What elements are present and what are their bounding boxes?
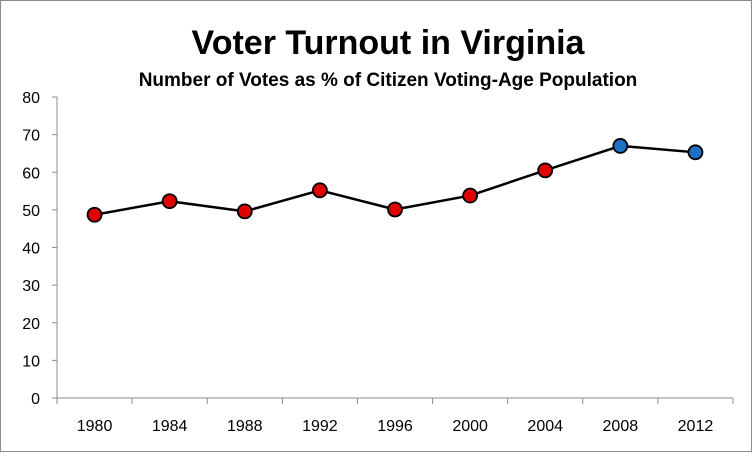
data-point [612,138,629,154]
axes: 0 10 20 30 40 50 60 70 80 1980 1984 1988 1992 1996 200… [22,90,734,435]
x-tick-label: 2012 [678,418,714,435]
data-point [161,193,178,210]
y-tick-label: 60 [22,165,40,182]
y-tick-label: 20 [22,316,40,333]
data-point [86,206,103,223]
x-tick-label: 2008 [603,418,639,435]
data-point [387,201,403,218]
x-tick-label: 2004 [527,418,563,435]
y-tick-label: 70 [22,128,40,145]
y-tick-label: 30 [22,278,40,295]
x-tick-label: 1988 [227,418,263,435]
chart-subtitle: Number of Votes as % of Citizen Voting-A… [139,70,638,91]
x-tick-label: 1980 [77,418,113,435]
data-point [537,162,554,179]
data-point [462,187,479,204]
y-tick-label: 10 [22,353,40,370]
data-point-layer [86,138,704,223]
chart-title: Voter Turnout in Virginia [192,24,586,62]
x-tick-label: 1996 [377,418,413,435]
data-point [236,203,253,220]
y-tick-label: 0 [31,391,40,408]
x-tick-label: 1984 [152,418,188,435]
y-tick-label: 40 [22,241,40,258]
y-tick-label: 50 [22,203,40,220]
y-tick-label: 80 [22,90,40,107]
x-tick-label: 2000 [452,418,488,435]
data-point [311,182,328,199]
x-tick-label: 1992 [302,418,338,435]
data-point [687,144,704,161]
